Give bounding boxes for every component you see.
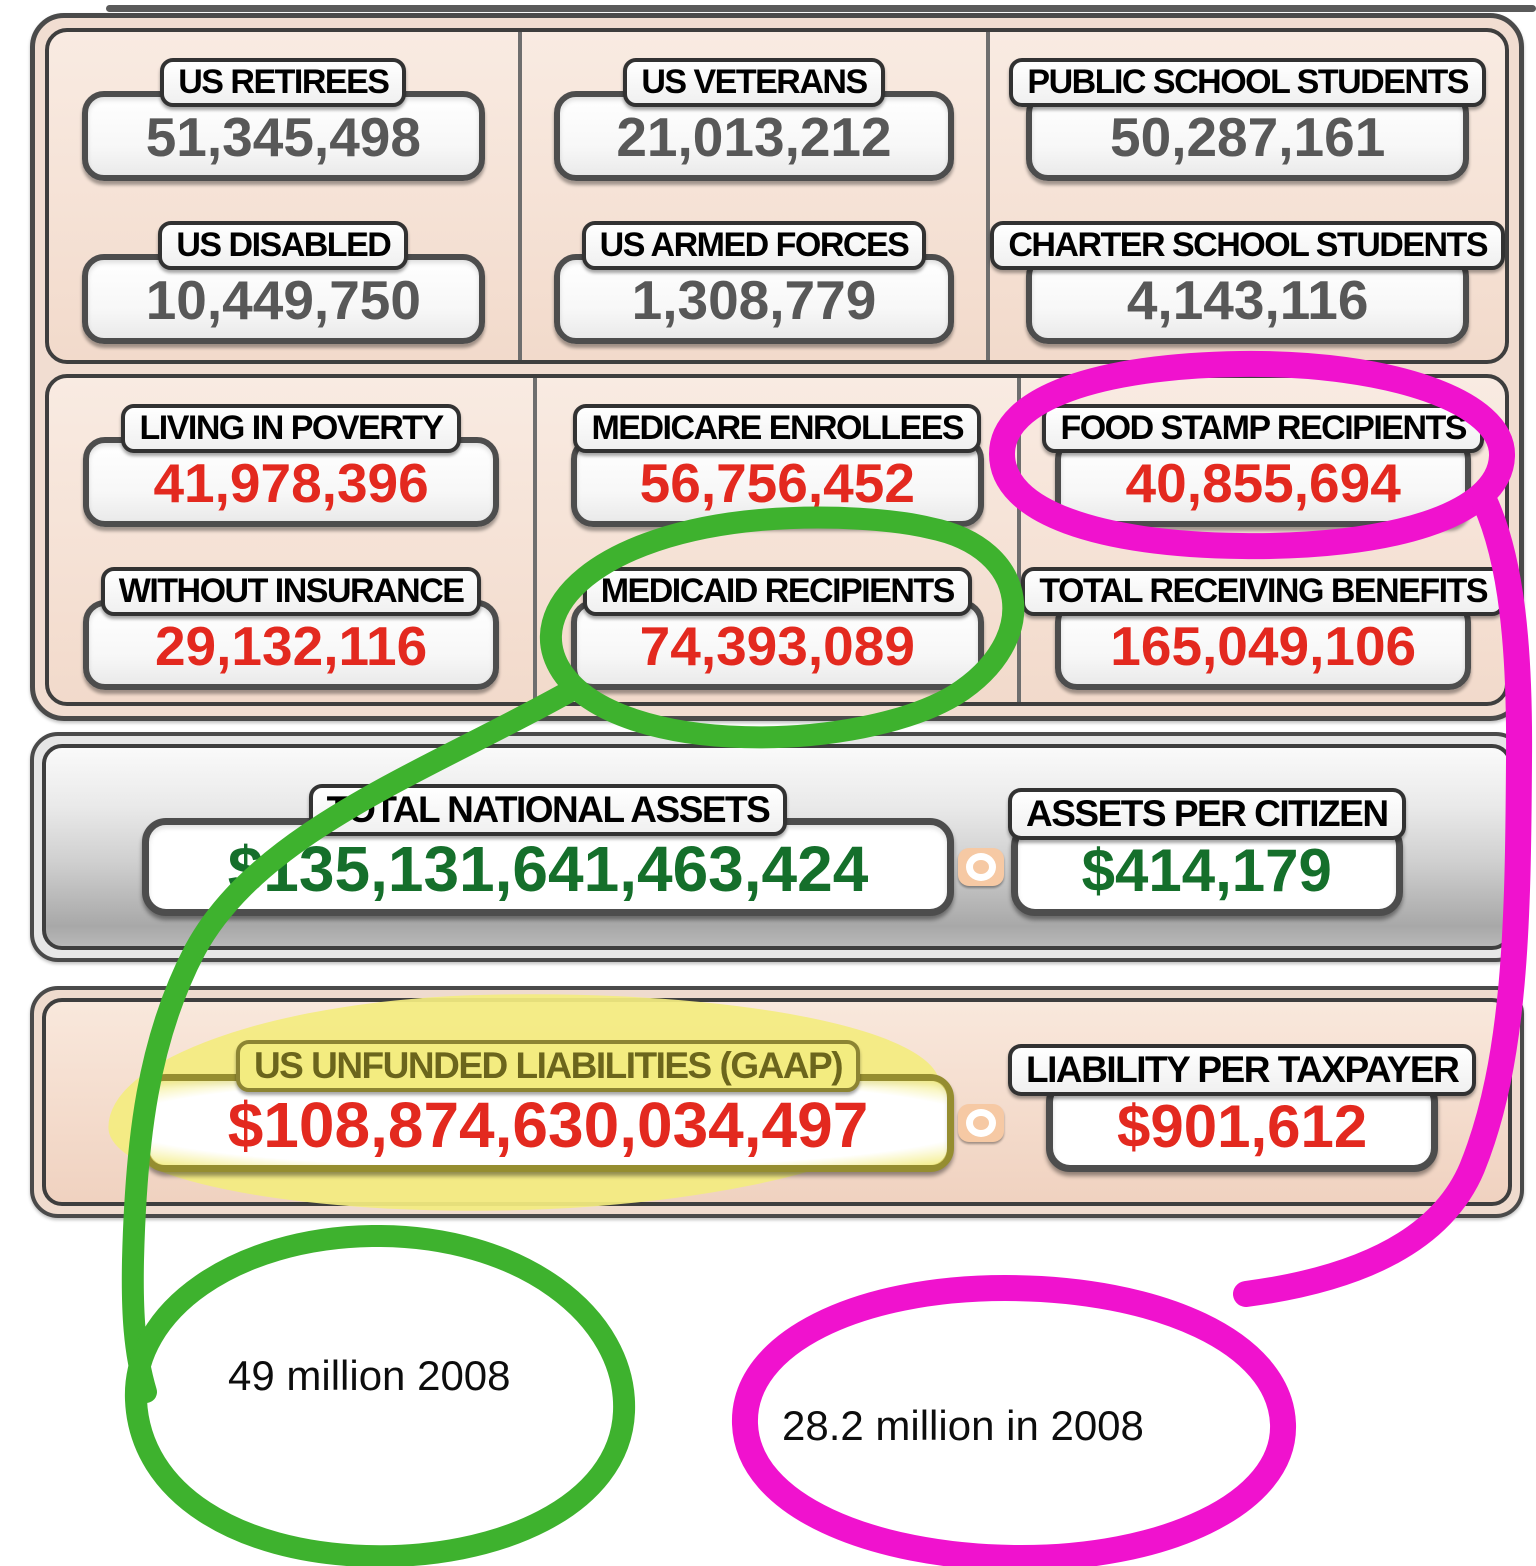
cropped-panel-edge [106, 5, 1536, 12]
link-connector-icon [958, 1104, 1004, 1142]
stat-total-receiving-benefits: TOTAL RECEIVING BENEFITS 165,049,106 [1021, 566, 1505, 690]
national-assets-band: TOTAL NATIONAL ASSETS $135,131,641,463,4… [30, 732, 1524, 962]
stat-value-text: $414,179 [1081, 837, 1332, 904]
stat-total-national-assets: TOTAL NATIONAL ASSETS $135,131,641,463,4… [142, 784, 954, 916]
stat-us-veterans: US VETERANS 21,013,212 [522, 58, 987, 181]
stat-label: TOTAL RECEIVING BENEFITS [1021, 566, 1505, 616]
stat-label: WITHOUT INSURANCE [100, 566, 482, 616]
stat-value: $108,874,630,034,497 [142, 1074, 954, 1172]
stat-us-armed-forces: US ARMED FORCES 1,308,779 [522, 220, 987, 344]
magenta-circle-note: 28.2 million in 2008 [782, 1402, 1144, 1449]
stat-value: 21,013,212 [554, 91, 954, 181]
stat-label: LIVING IN POVERTY [121, 404, 461, 453]
stat-medicaid-recipients: MEDICAID RECIPIENTS 74,393,089 [537, 566, 1017, 690]
stat-value-text: $901,612 [1117, 1093, 1368, 1160]
cell-medicare-medicaid: MEDICARE ENROLLEES 56,756,452 MEDICAID R… [533, 378, 1017, 702]
link-connector-icon [958, 848, 1004, 886]
stat-label: TOTAL NATIONAL ASSETS [308, 784, 788, 836]
stat-food-stamp-recipients: FOOD STAMP RECIPIENTS 40,855,694 [1021, 404, 1505, 527]
cell-retirees-disabled: US RETIREES 51,345,498 US DISABLED 10,44… [49, 32, 518, 360]
stat-charter-school-students: CHARTER SCHOOL STUDENTS 4,143,116 [990, 220, 1505, 344]
stat-value: $135,131,641,463,424 [142, 818, 954, 916]
stat-label: US DISABLED [158, 220, 409, 270]
national-assets-panel: TOTAL NATIONAL ASSETS $135,131,641,463,4… [42, 744, 1512, 950]
unfunded-liabilities-band: US UNFUNDED LIABILITIES (GAAP) $108,874,… [30, 985, 1524, 1219]
stat-label: US VETERANS [623, 58, 885, 107]
stats-grid-top: US RETIREES 51,345,498 US DISABLED 10,44… [45, 28, 1509, 364]
stat-label: LIABILITY PER TAXPAYER [1008, 1044, 1477, 1096]
unfunded-liabilities-panel: US UNFUNDED LIABILITIES (GAAP) $108,874,… [42, 985, 1512, 1219]
stat-us-retirees: US RETIREES 51,345,498 [49, 58, 518, 181]
population-stats-group: US RETIREES 51,345,498 US DISABLED 10,44… [30, 13, 1524, 721]
stat-label: PUBLIC SCHOOL STUDENTS [1009, 58, 1486, 107]
stat-label: US UNFUNDED LIABILITIES (GAAP) [235, 1040, 861, 1092]
stat-label: MEDICAID RECIPIENTS [582, 566, 972, 616]
stat-label: CHARTER SCHOOL STUDENTS [990, 220, 1505, 270]
stat-us-disabled: US DISABLED 10,449,750 [49, 220, 518, 344]
stats-grid-bottom: LIVING IN POVERTY 41,978,396 WITHOUT INS… [45, 374, 1509, 706]
stat-medicare-enrollees: MEDICARE ENROLLEES 56,756,452 [537, 404, 1017, 527]
stat-label: FOOD STAMP RECIPIENTS [1042, 404, 1484, 453]
stat-label: MEDICARE ENROLLEES [573, 404, 982, 453]
green-circle-note: 49 million 2008 [228, 1352, 511, 1399]
cell-poverty-insurance: LIVING IN POVERTY 41,978,396 WITHOUT INS… [49, 378, 533, 702]
stat-label: US ARMED FORCES [581, 220, 927, 270]
cell-foodstamps-benefits: FOOD STAMP RECIPIENTS 40,855,694 TOTAL R… [1017, 378, 1505, 702]
stat-value-text: $135,131,641,463,424 [227, 833, 869, 905]
stat-liability-per-taxpayer: LIABILITY PER TAXPAYER $901,612 [1008, 1044, 1477, 1172]
stat-us-unfunded-liabilities: US UNFUNDED LIABILITIES (GAAP) $108,874,… [142, 1040, 954, 1172]
stat-value-text: $108,874,630,034,497 [227, 1089, 869, 1161]
stat-assets-per-citizen: ASSETS PER CITIZEN $414,179 [1008, 788, 1406, 916]
stat-public-school-students: PUBLIC SCHOOL STUDENTS 50,287,161 [990, 58, 1505, 181]
cell-school-students: PUBLIC SCHOOL STUDENTS 50,287,161 CHARTE… [986, 32, 1505, 360]
stat-label: ASSETS PER CITIZEN [1008, 788, 1406, 840]
stat-living-in-poverty: LIVING IN POVERTY 41,978,396 [49, 404, 533, 527]
cell-veterans-armed-forces: US VETERANS 21,013,212 US ARMED FORCES 1… [517, 32, 987, 360]
stat-label: US RETIREES [160, 58, 407, 107]
stat-without-insurance: WITHOUT INSURANCE 29,132,116 [49, 566, 533, 690]
